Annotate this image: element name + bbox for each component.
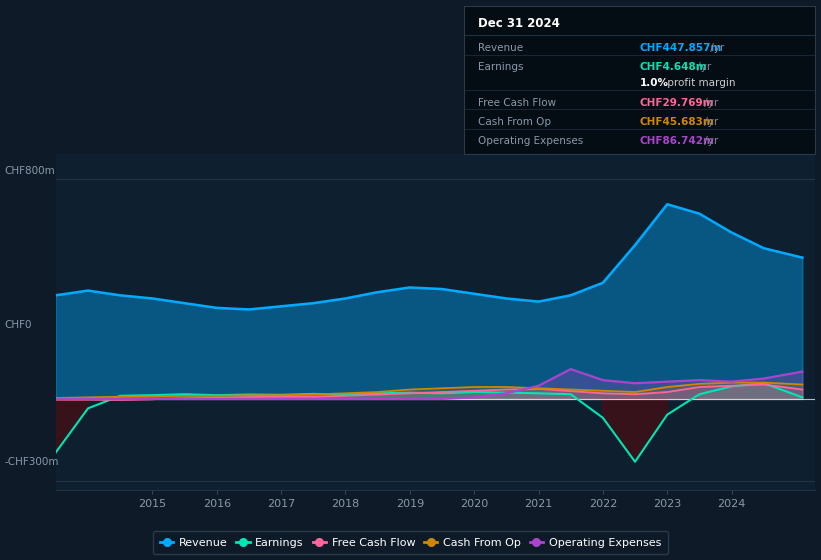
Text: -CHF300m: -CHF300m [4,457,58,467]
Text: CHF0: CHF0 [4,320,31,330]
Text: CHF4.648m: CHF4.648m [640,62,707,72]
Text: Earnings: Earnings [478,62,524,72]
Text: CHF447.857m: CHF447.857m [640,43,722,53]
Text: /yr: /yr [695,62,712,72]
Text: profit margin: profit margin [664,78,736,88]
Text: /yr: /yr [700,97,718,108]
Text: Dec 31 2024: Dec 31 2024 [478,17,560,30]
Text: CHF86.742m: CHF86.742m [640,136,714,146]
Text: CHF45.683m: CHF45.683m [640,117,714,127]
Text: /yr: /yr [700,136,718,146]
Text: Operating Expenses: Operating Expenses [478,136,583,146]
Text: Free Cash Flow: Free Cash Flow [478,97,556,108]
Text: /yr: /yr [707,43,724,53]
Text: CHF29.769m: CHF29.769m [640,97,714,108]
Text: /yr: /yr [700,117,718,127]
Text: Revenue: Revenue [478,43,523,53]
Legend: Revenue, Earnings, Free Cash Flow, Cash From Op, Operating Expenses: Revenue, Earnings, Free Cash Flow, Cash … [154,531,667,554]
Text: 1.0%: 1.0% [640,78,668,88]
Text: Cash From Op: Cash From Op [478,117,551,127]
Text: CHF800m: CHF800m [4,166,55,176]
